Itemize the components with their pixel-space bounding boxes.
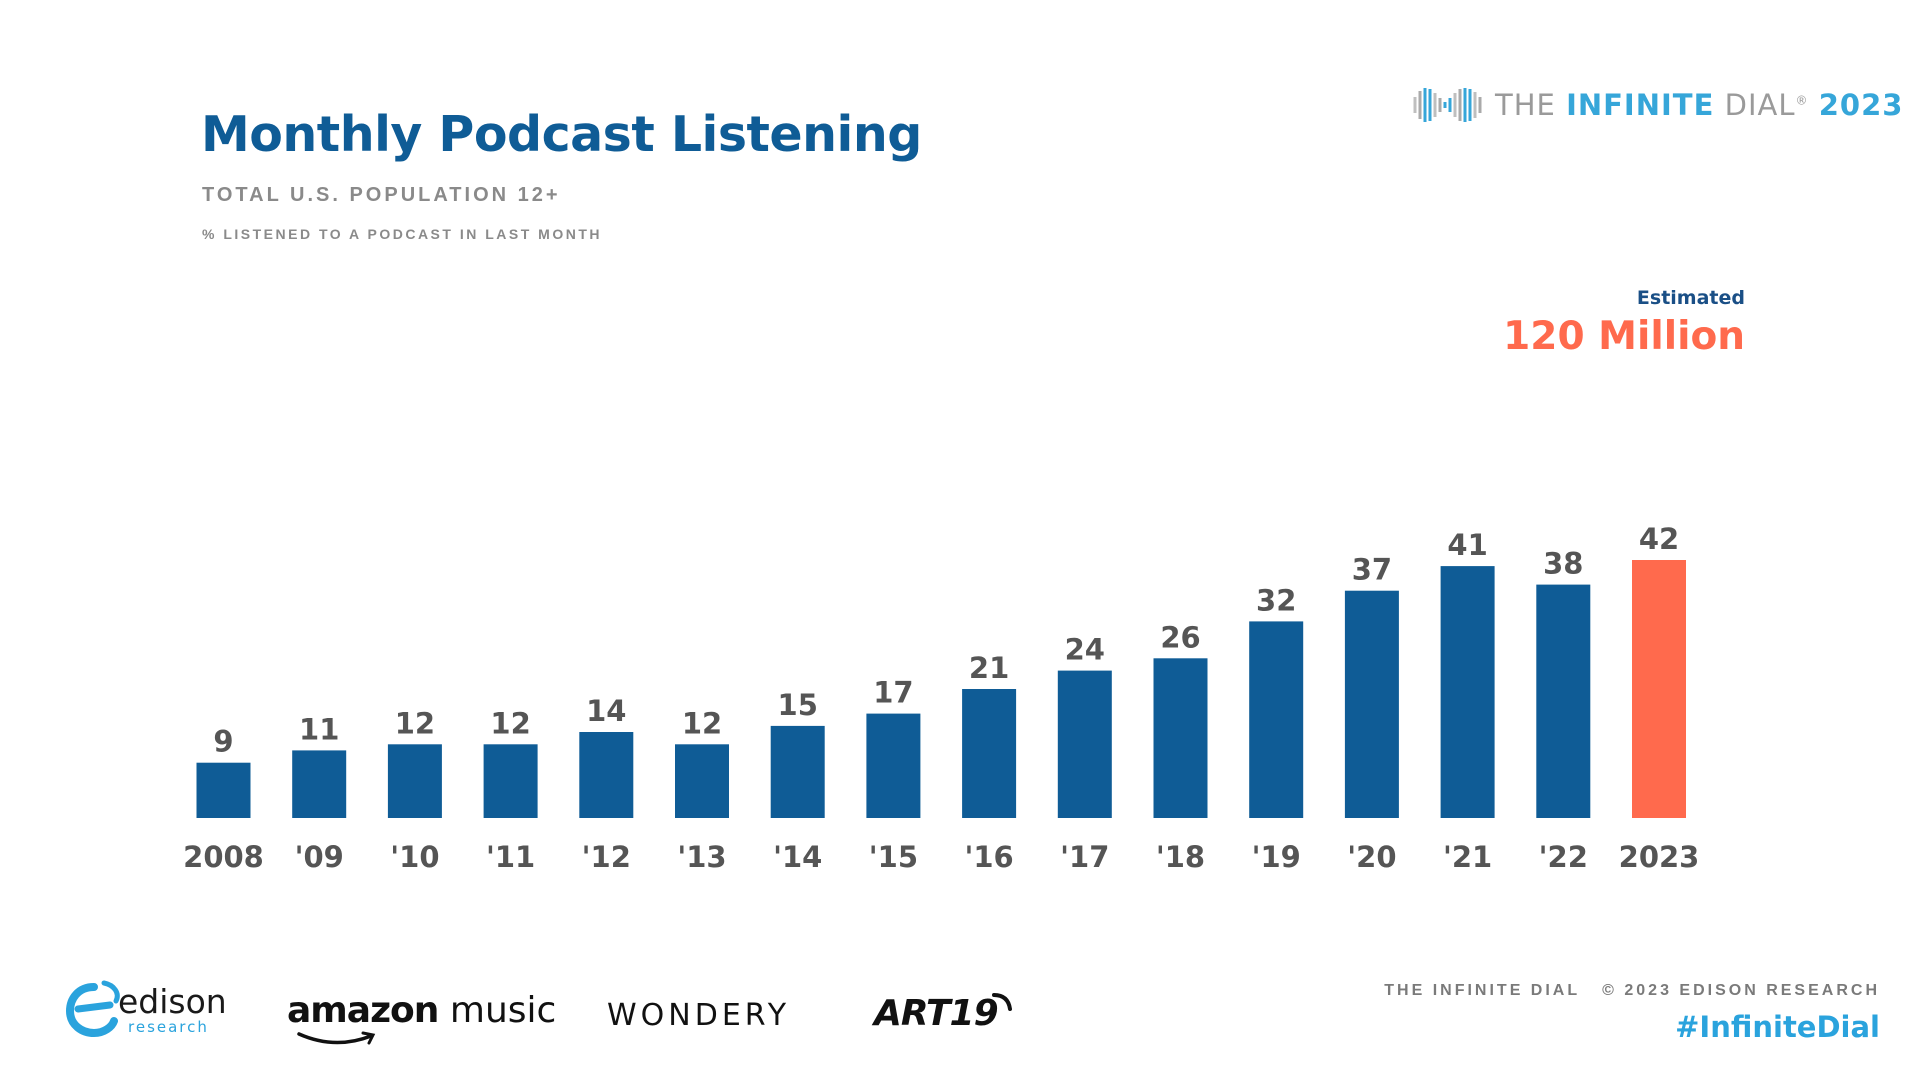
x-tick-label-4: '12 [582,840,631,874]
bar-7 [866,713,921,818]
data-label-0: 9 [213,725,233,759]
wondery-logo: WONDERY [607,998,791,1033]
x-tick-label-9: '17 [1060,840,1109,874]
estimated-label: Estimated [1636,287,1745,309]
estimated-value: 120 Million [1503,314,1745,359]
x-tick-label-5: '13 [677,840,726,874]
x-tick-label-10: '18 [1156,840,1205,874]
x-tick-label-8: '16 [964,840,1013,874]
x-tick-label-0: 2008 [183,840,264,874]
infinite-dial-brand: THE INFINITE DIAL® 2023 [1411,80,1903,130]
bar-9 [1057,670,1112,818]
bar-0 [196,762,251,818]
data-label-11: 32 [1256,583,1296,617]
edison-subtitle: research [128,1017,209,1036]
footer-credits: THE INFINITE DIAL © 2023 EDISON RESEARCH [1384,982,1880,1000]
bar-1 [292,750,347,818]
bar-6 [770,725,825,818]
hashtag-link[interactable]: #InfiniteDial [1675,1010,1880,1044]
data-label-6: 15 [778,688,818,722]
edison-wordmark: edison [118,981,227,1021]
x-tick-label-13: '21 [1443,840,1492,874]
bar-3 [483,744,538,818]
brand-wordmark: THE INFINITE DIAL® 2023 [1495,88,1904,122]
chart-subtitle: TOTAL U.S. POPULATION 12+ [202,184,561,206]
edison-research-logo: edison research [64,975,227,1045]
amazon-music-logo: amazon music [287,990,557,1045]
data-label-4: 14 [586,694,626,728]
infinity-logo-icon [1413,88,1482,122]
bar-5 [675,744,729,818]
data-label-15: 42 [1639,522,1679,556]
bar-15 [1632,560,1686,818]
chart-subnote: % LISTENED TO A PODCAST IN LAST MONTH [202,226,602,242]
x-tick-label-2: '10 [390,840,439,874]
bar-11 [1249,621,1304,818]
bar-2 [387,744,442,818]
x-tick-label-6: '14 [773,840,822,874]
x-tick-label-14: '22 [1539,840,1588,874]
bar-10 [1153,658,1208,818]
data-label-14: 38 [1543,547,1583,581]
broadcast-wave-icon [991,993,1012,1011]
bar-13 [1440,566,1495,818]
x-tick-label-3: '11 [486,840,535,874]
data-label-8: 21 [969,651,1009,685]
data-label-1: 11 [299,712,339,746]
edison-swirl-icon [65,980,120,1038]
footer-source: THE INFINITE DIAL [1384,982,1581,999]
x-tick-label-7: '15 [869,840,918,874]
amazon-wordmark: amazon [287,990,439,1031]
data-label-12: 37 [1352,553,1392,587]
data-label-13: 41 [1447,528,1487,562]
x-tick-label-1: '09 [295,840,344,874]
bar-8 [962,689,1017,818]
art19-wordmark: ART19 [874,993,999,1034]
bar-4 [579,732,634,818]
x-tick-label-15: 2023 [1619,840,1700,874]
footer-copyright: © 2023 EDISON RESEARCH [1602,982,1880,999]
data-label-2: 12 [395,706,435,740]
bar-12 [1344,590,1399,818]
data-label-7: 17 [873,676,913,710]
data-label-9: 24 [1065,633,1105,667]
data-label-5: 12 [682,706,722,740]
art19-logo: ART19 [874,993,1012,1034]
x-tick-label-12: '20 [1347,840,1396,874]
x-tick-label-11: '19 [1252,840,1301,874]
bar-14 [1536,584,1591,818]
chart-title: Monthly Podcast Listening [201,106,922,163]
music-wordmark: music [449,990,557,1031]
data-label-10: 26 [1160,620,1200,654]
data-label-3: 12 [490,706,530,740]
amazon-smile-icon [297,1031,376,1045]
